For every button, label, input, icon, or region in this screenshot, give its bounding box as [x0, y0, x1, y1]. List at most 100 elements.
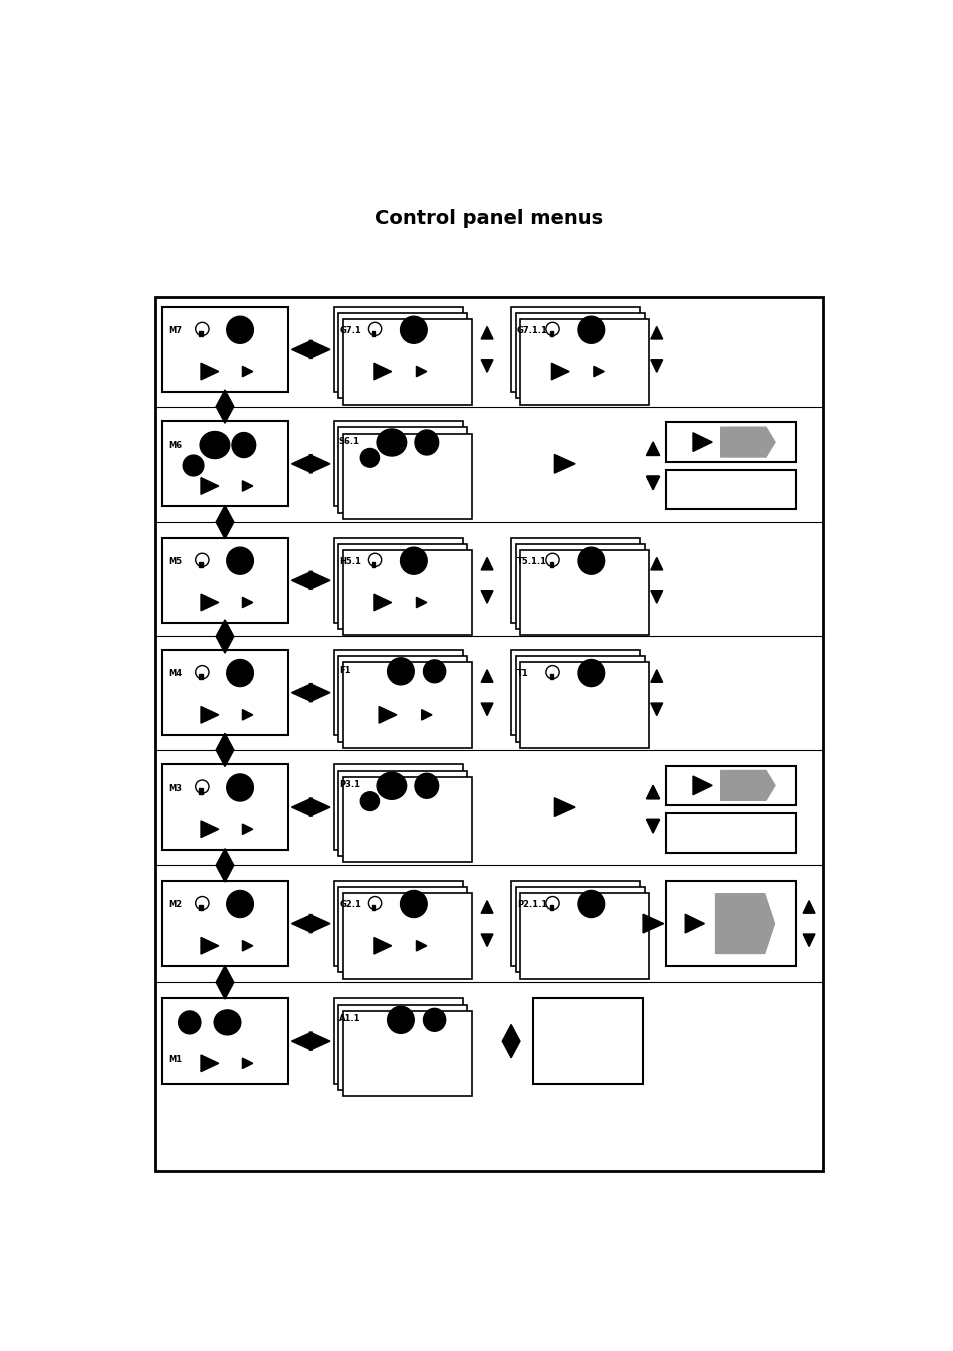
- Ellipse shape: [400, 316, 427, 343]
- Text: M4: M4: [168, 669, 182, 678]
- Text: Control panel menus: Control panel menus: [375, 209, 602, 228]
- Bar: [372, 562, 375, 567]
- Bar: [342, 893, 472, 978]
- Polygon shape: [242, 824, 253, 835]
- Circle shape: [545, 553, 558, 566]
- Text: P3.1: P3.1: [338, 781, 359, 789]
- Polygon shape: [715, 894, 774, 954]
- Bar: [154, 297, 822, 1171]
- Ellipse shape: [423, 659, 445, 682]
- Text: G7.1: G7.1: [339, 326, 361, 335]
- Circle shape: [368, 897, 381, 909]
- Text: A1.1: A1.1: [338, 1015, 360, 1024]
- Bar: [342, 777, 472, 862]
- Polygon shape: [416, 597, 426, 608]
- Ellipse shape: [415, 430, 438, 455]
- Polygon shape: [242, 1058, 253, 1069]
- Polygon shape: [374, 594, 392, 611]
- Polygon shape: [242, 597, 253, 608]
- Polygon shape: [242, 940, 253, 951]
- Polygon shape: [650, 590, 662, 603]
- Text: M5: M5: [168, 557, 182, 566]
- Text: S6.1: S6.1: [338, 438, 359, 446]
- Polygon shape: [309, 684, 330, 703]
- Polygon shape: [201, 363, 218, 380]
- Circle shape: [195, 553, 209, 566]
- Circle shape: [195, 323, 209, 335]
- Bar: [549, 674, 552, 680]
- Polygon shape: [292, 1032, 312, 1051]
- Bar: [334, 307, 462, 392]
- Polygon shape: [416, 366, 426, 377]
- Polygon shape: [216, 505, 233, 539]
- Polygon shape: [216, 620, 233, 653]
- Bar: [334, 998, 462, 1084]
- Bar: [334, 881, 462, 966]
- Text: M7: M7: [168, 326, 182, 335]
- Bar: [342, 319, 472, 404]
- Ellipse shape: [227, 774, 253, 801]
- Ellipse shape: [578, 547, 604, 574]
- Bar: [511, 650, 639, 735]
- Polygon shape: [309, 571, 330, 589]
- Polygon shape: [216, 848, 233, 882]
- Polygon shape: [309, 1032, 330, 1051]
- Ellipse shape: [232, 432, 255, 458]
- Polygon shape: [480, 901, 493, 913]
- Ellipse shape: [578, 659, 604, 686]
- Ellipse shape: [415, 773, 438, 798]
- Polygon shape: [292, 915, 312, 934]
- Bar: [511, 538, 639, 623]
- Bar: [334, 650, 462, 735]
- Polygon shape: [650, 703, 662, 716]
- Bar: [549, 905, 552, 911]
- Bar: [199, 674, 202, 680]
- Bar: [162, 998, 288, 1084]
- Polygon shape: [292, 454, 312, 473]
- Polygon shape: [802, 901, 814, 913]
- Polygon shape: [216, 966, 233, 998]
- Polygon shape: [201, 821, 218, 838]
- Bar: [666, 881, 795, 966]
- Bar: [199, 331, 202, 336]
- Bar: [199, 789, 202, 793]
- Bar: [337, 427, 467, 512]
- Polygon shape: [684, 915, 703, 934]
- Bar: [515, 544, 644, 630]
- Polygon shape: [480, 558, 493, 570]
- Bar: [342, 662, 472, 748]
- Polygon shape: [201, 707, 218, 723]
- Polygon shape: [720, 770, 774, 800]
- Polygon shape: [309, 340, 330, 359]
- Ellipse shape: [183, 455, 204, 476]
- Bar: [666, 423, 795, 462]
- Bar: [666, 813, 795, 852]
- Polygon shape: [554, 797, 575, 816]
- Ellipse shape: [423, 1008, 445, 1031]
- Polygon shape: [480, 590, 493, 603]
- Circle shape: [545, 897, 558, 909]
- Polygon shape: [646, 443, 659, 455]
- Polygon shape: [374, 363, 392, 380]
- Bar: [337, 544, 467, 630]
- Bar: [162, 881, 288, 966]
- Ellipse shape: [578, 890, 604, 917]
- Polygon shape: [416, 940, 426, 951]
- Polygon shape: [242, 709, 253, 720]
- Polygon shape: [646, 442, 659, 455]
- Polygon shape: [551, 363, 569, 380]
- Bar: [666, 766, 795, 805]
- Polygon shape: [309, 915, 330, 934]
- Polygon shape: [692, 432, 712, 451]
- Bar: [199, 905, 202, 911]
- Bar: [337, 1005, 467, 1090]
- Circle shape: [545, 666, 558, 678]
- Bar: [511, 307, 639, 392]
- Polygon shape: [421, 709, 432, 720]
- Text: H5.1: H5.1: [339, 557, 361, 566]
- Polygon shape: [480, 703, 493, 716]
- Bar: [342, 550, 472, 635]
- Polygon shape: [378, 707, 396, 723]
- Ellipse shape: [376, 430, 406, 457]
- Polygon shape: [292, 571, 312, 589]
